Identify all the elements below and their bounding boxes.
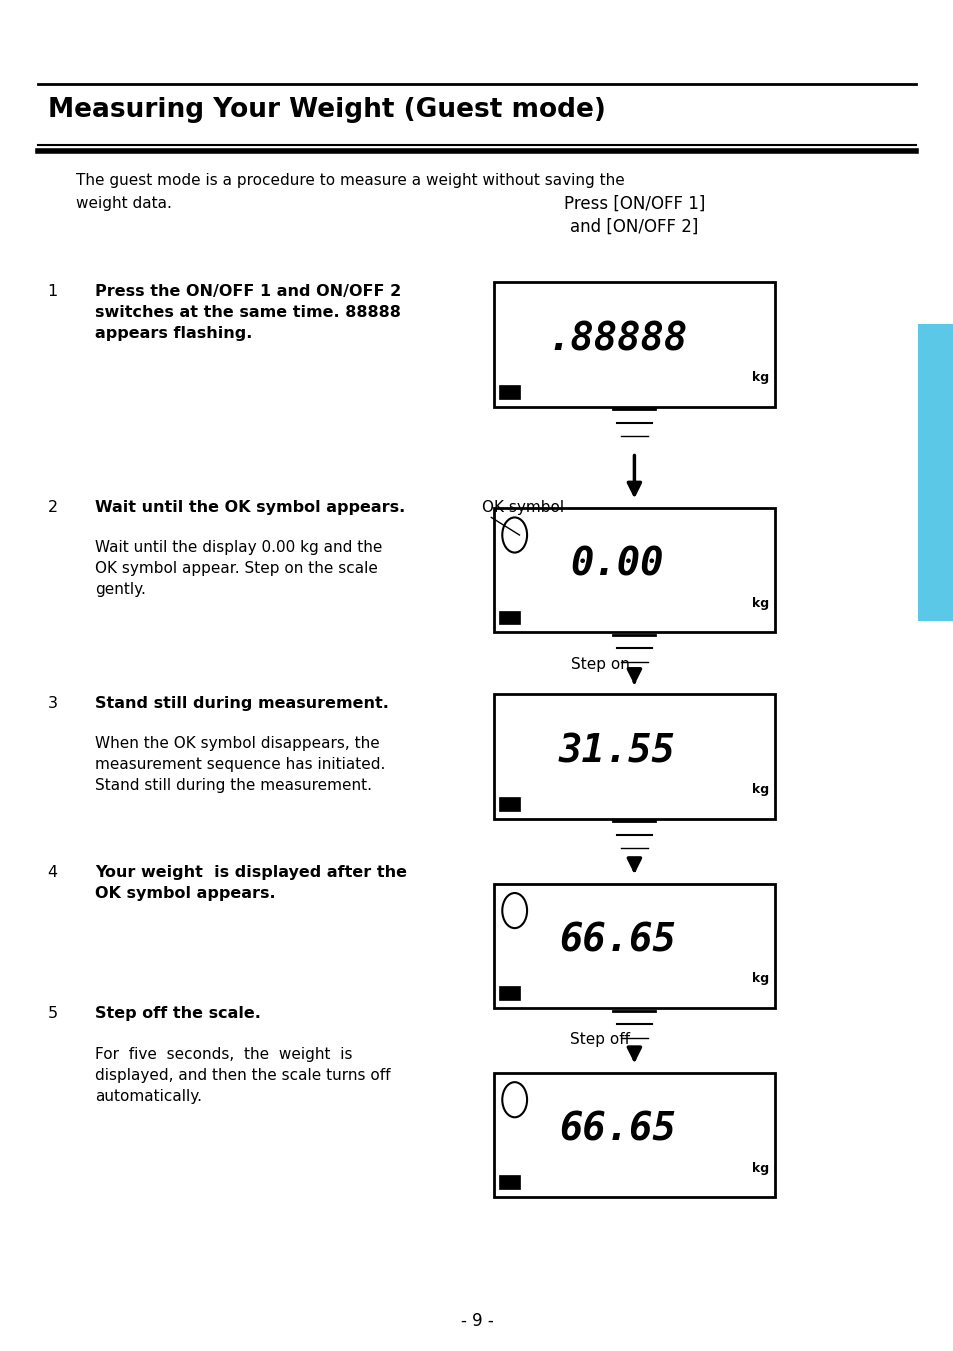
Bar: [494, 508, 774, 632]
Bar: [494, 884, 774, 1008]
Text: 1: 1: [48, 284, 58, 299]
Text: kg: kg: [752, 1162, 768, 1174]
Text: 0.00: 0.00: [570, 546, 663, 584]
Text: - 9 -: - 9 -: [460, 1312, 493, 1331]
Text: Measuring Your Weight (Guest mode): Measuring Your Weight (Guest mode): [48, 97, 605, 123]
Text: Stand still during measurement.: Stand still during measurement.: [95, 696, 389, 711]
Bar: [494, 694, 774, 819]
Text: 66.65: 66.65: [558, 1111, 675, 1148]
Text: When the OK symbol disappears, the
measurement sequence has initiated.
Stand sti: When the OK symbol disappears, the measu…: [95, 736, 385, 793]
Bar: [499, 797, 520, 811]
Text: Step off: Step off: [569, 1032, 629, 1047]
Bar: [494, 1073, 774, 1197]
Text: 3: 3: [48, 696, 57, 711]
Text: 5: 5: [48, 1006, 58, 1021]
Bar: [499, 1175, 520, 1189]
Text: kg: kg: [752, 784, 768, 796]
Text: Press [ON/OFF 1]
and [ON/OFF 2]: Press [ON/OFF 1] and [ON/OFF 2]: [563, 195, 704, 236]
Text: 31.55: 31.55: [558, 732, 675, 770]
Text: Wait until the OK symbol appears.: Wait until the OK symbol appears.: [95, 500, 405, 515]
Text: 66.65: 66.65: [558, 921, 675, 959]
Text: The guest mode is a procedure to measure a weight without saving the
weight data: The guest mode is a procedure to measure…: [76, 173, 624, 211]
Text: For  five  seconds,  the  weight  is
displayed, and then the scale turns off
aut: For five seconds, the weight is displaye…: [95, 1047, 391, 1104]
Text: .88888: .88888: [546, 320, 687, 358]
Text: Wait until the display 0.00 kg and the
OK symbol appear. Step on the scale
gentl: Wait until the display 0.00 kg and the O…: [95, 540, 382, 597]
Text: Step off the scale.: Step off the scale.: [95, 1006, 261, 1021]
Bar: [494, 282, 774, 407]
Text: kg: kg: [752, 372, 768, 384]
Text: Your weight  is displayed after the
OK symbol appears.: Your weight is displayed after the OK sy…: [95, 865, 407, 901]
Text: Step on: Step on: [570, 657, 629, 671]
Text: 2: 2: [48, 500, 58, 515]
Bar: [917, 324, 953, 621]
Text: OK symbol: OK symbol: [481, 500, 563, 515]
Text: 4: 4: [48, 865, 58, 880]
Text: kg: kg: [752, 597, 768, 609]
Text: kg: kg: [752, 973, 768, 985]
Bar: [499, 385, 520, 399]
Bar: [499, 986, 520, 1000]
Text: Press the ON/OFF 1 and ON/OFF 2
switches at the same time. 88888
appears flashin: Press the ON/OFF 1 and ON/OFF 2 switches…: [95, 284, 401, 340]
Bar: [499, 611, 520, 624]
